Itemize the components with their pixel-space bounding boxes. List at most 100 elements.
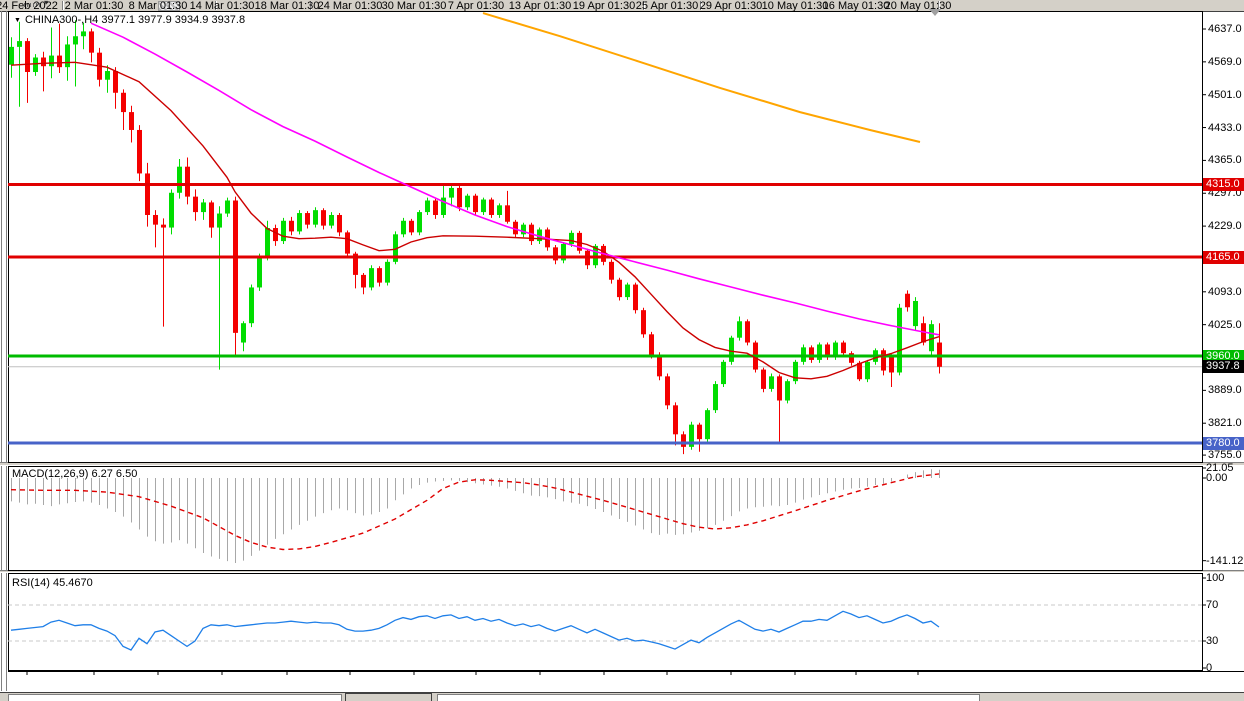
candle-body [665, 376, 670, 406]
rsi-axis-label: 30 [1206, 635, 1219, 647]
candle-body [321, 210, 326, 226]
candle-body [705, 410, 710, 440]
rsi-axis-label: 70 [1206, 599, 1219, 611]
candle-body [121, 92, 126, 113]
candle-body [473, 195, 478, 213]
rsi-panel-frame [8, 573, 1203, 671]
candle-body [177, 166, 182, 193]
candle-body [809, 347, 814, 360]
candle-body [409, 220, 414, 233]
toolbar-separator [310, 1, 312, 10]
candle-body [833, 342, 838, 358]
candle-body [497, 205, 502, 215]
window-edge [1, 11, 2, 691]
time-axis-label: 8 Mar 01:30 [128, 0, 188, 12]
candle-body [737, 321, 742, 338]
time-axis-label: 25 Apr 01:30 [635, 0, 699, 12]
candle-body [353, 253, 358, 275]
candle-body [33, 57, 38, 72]
macd-panel-frame [8, 466, 1203, 571]
time-axis-label: 10 May 01:30 [761, 0, 829, 12]
time-axis-label: 30 Mar 01:30 [381, 0, 447, 12]
candle-body [617, 279, 622, 298]
chart-tab-strip [0, 692, 1244, 701]
candle-body [329, 214, 334, 226]
toolbar-separator [643, 1, 645, 10]
candle-body [745, 321, 750, 343]
candle-body [81, 31, 86, 37]
collapse-arrow-icon[interactable]: ▼ [14, 17, 21, 24]
time-axis-label: 7 Apr 01:30 [447, 0, 505, 12]
main-panel-frame [8, 11, 1203, 463]
candle-body [889, 357, 894, 373]
candle-body [697, 424, 702, 440]
candle-body [817, 344, 822, 360]
rsi-axis-label: 0 [1206, 662, 1213, 674]
chevron-down-icon[interactable]: ▾ [44, 0, 49, 7]
arrow-down-icon [929, 9, 941, 16]
candle-body [849, 353, 854, 363]
candle-body [129, 112, 134, 130]
candle-body [465, 195, 470, 208]
candle-body [169, 192, 174, 228]
current-price-badge: 3937.8 [1203, 360, 1244, 374]
candle-body [105, 71, 110, 80]
candle-body [457, 187, 462, 208]
candle-body [161, 224, 166, 228]
candle-body [481, 199, 486, 213]
candle-body [929, 324, 934, 352]
candle-body [513, 221, 518, 235]
time-axis-label: 20 May 01:30 [884, 0, 952, 12]
symbol-header[interactable]: ▼ CHINA300-,H4 3977.1 3977.9 3934.9 3937.… [14, 14, 245, 26]
candle-body [73, 36, 78, 45]
time-axis-label: 2 Mar 01:30 [64, 0, 124, 12]
symbol-ohlc-text: CHINA300-,H4 3977.1 3977.9 3934.9 3937.8 [24, 14, 246, 26]
candle-body [537, 229, 542, 242]
candle-body [609, 261, 614, 280]
candle-body [441, 197, 446, 215]
candle-body [649, 334, 654, 356]
time-axis-label: 16 May 01:30 [822, 0, 890, 12]
candle-body [233, 200, 238, 333]
candle-body [217, 213, 222, 228]
price-level-badge: 4315.0 [1203, 178, 1244, 192]
candle-body [569, 232, 574, 244]
ma-fast-line [10, 61, 940, 380]
chart-tab[interactable] [8, 694, 342, 701]
candle-body [553, 247, 558, 261]
candle-body [305, 213, 310, 225]
candle-body [289, 220, 294, 232]
candle-body [345, 232, 350, 254]
price-level-badge: 4165.0 [1203, 250, 1244, 264]
candle-body [241, 323, 246, 343]
time-axis-label: 13 Apr 01:30 [508, 0, 572, 12]
candle-body [681, 434, 686, 447]
price-axis-label: 4229.0 [1208, 220, 1242, 233]
candle-body [825, 344, 830, 358]
candle-body [209, 202, 214, 228]
rsi-axis-label: 100 [1206, 572, 1225, 584]
candle-body [225, 200, 230, 214]
candle-body [337, 214, 342, 233]
candle-body [913, 300, 918, 327]
window-edge [6, 11, 7, 691]
chart-tab[interactable] [437, 694, 980, 701]
chart-tab-active[interactable] [345, 693, 432, 701]
candle-body [841, 342, 846, 354]
price-level-badge: 3780.0 [1203, 436, 1244, 450]
candle-body [857, 362, 862, 380]
candle-body [65, 44, 70, 68]
candle-body [433, 200, 438, 215]
candle-body [761, 369, 766, 389]
candle-body [881, 350, 886, 371]
candle-body [297, 213, 302, 232]
candle-body [905, 293, 910, 308]
price-axis-label: 4433.0 [1208, 121, 1242, 134]
toolbar-pattern-button[interactable] [158, 1, 180, 11]
candle-body [361, 274, 366, 288]
candle-body [417, 212, 422, 233]
candle-body [729, 337, 734, 362]
toolbar-grip-dots[interactable] [24, 3, 42, 7]
candle-body [377, 268, 382, 283]
candle-body [41, 57, 46, 67]
